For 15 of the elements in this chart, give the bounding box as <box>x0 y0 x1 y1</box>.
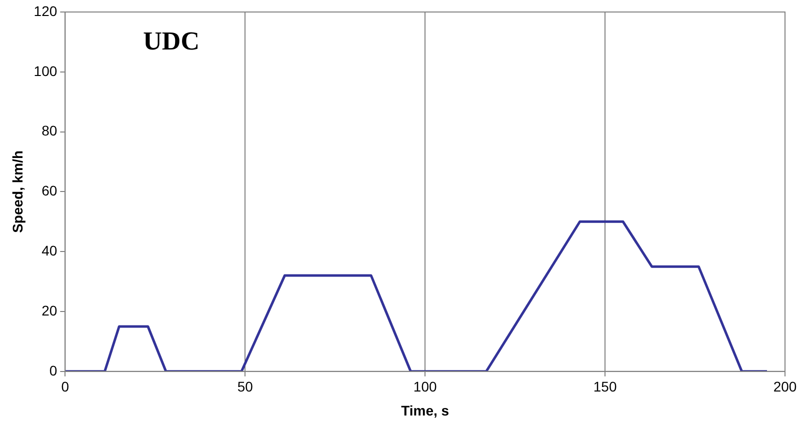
y-tick-label: 0 <box>49 362 58 378</box>
y-tick-label: 80 <box>42 122 58 139</box>
x-tick-label: 0 <box>61 378 70 395</box>
x-tick-label: 50 <box>237 378 254 395</box>
text: UDC <box>143 26 200 56</box>
x-tick-label: 150 <box>593 378 617 395</box>
y-tick-label: 20 <box>42 302 58 318</box>
y-tick-label: 40 <box>42 242 58 258</box>
y-tick-label: 100 <box>34 62 58 79</box>
x-tick-label: 100 <box>413 378 437 395</box>
x-axis-title: Time, s <box>401 402 450 418</box>
y-tick-label: 120 <box>34 2 58 19</box>
y-axis-title: Speed, km/h <box>9 150 26 233</box>
y-tick-label: 60 <box>42 182 58 199</box>
x-tick-label: 200 <box>773 378 797 395</box>
